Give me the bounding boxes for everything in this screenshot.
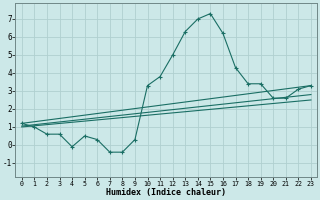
X-axis label: Humidex (Indice chaleur): Humidex (Indice chaleur): [106, 188, 226, 197]
